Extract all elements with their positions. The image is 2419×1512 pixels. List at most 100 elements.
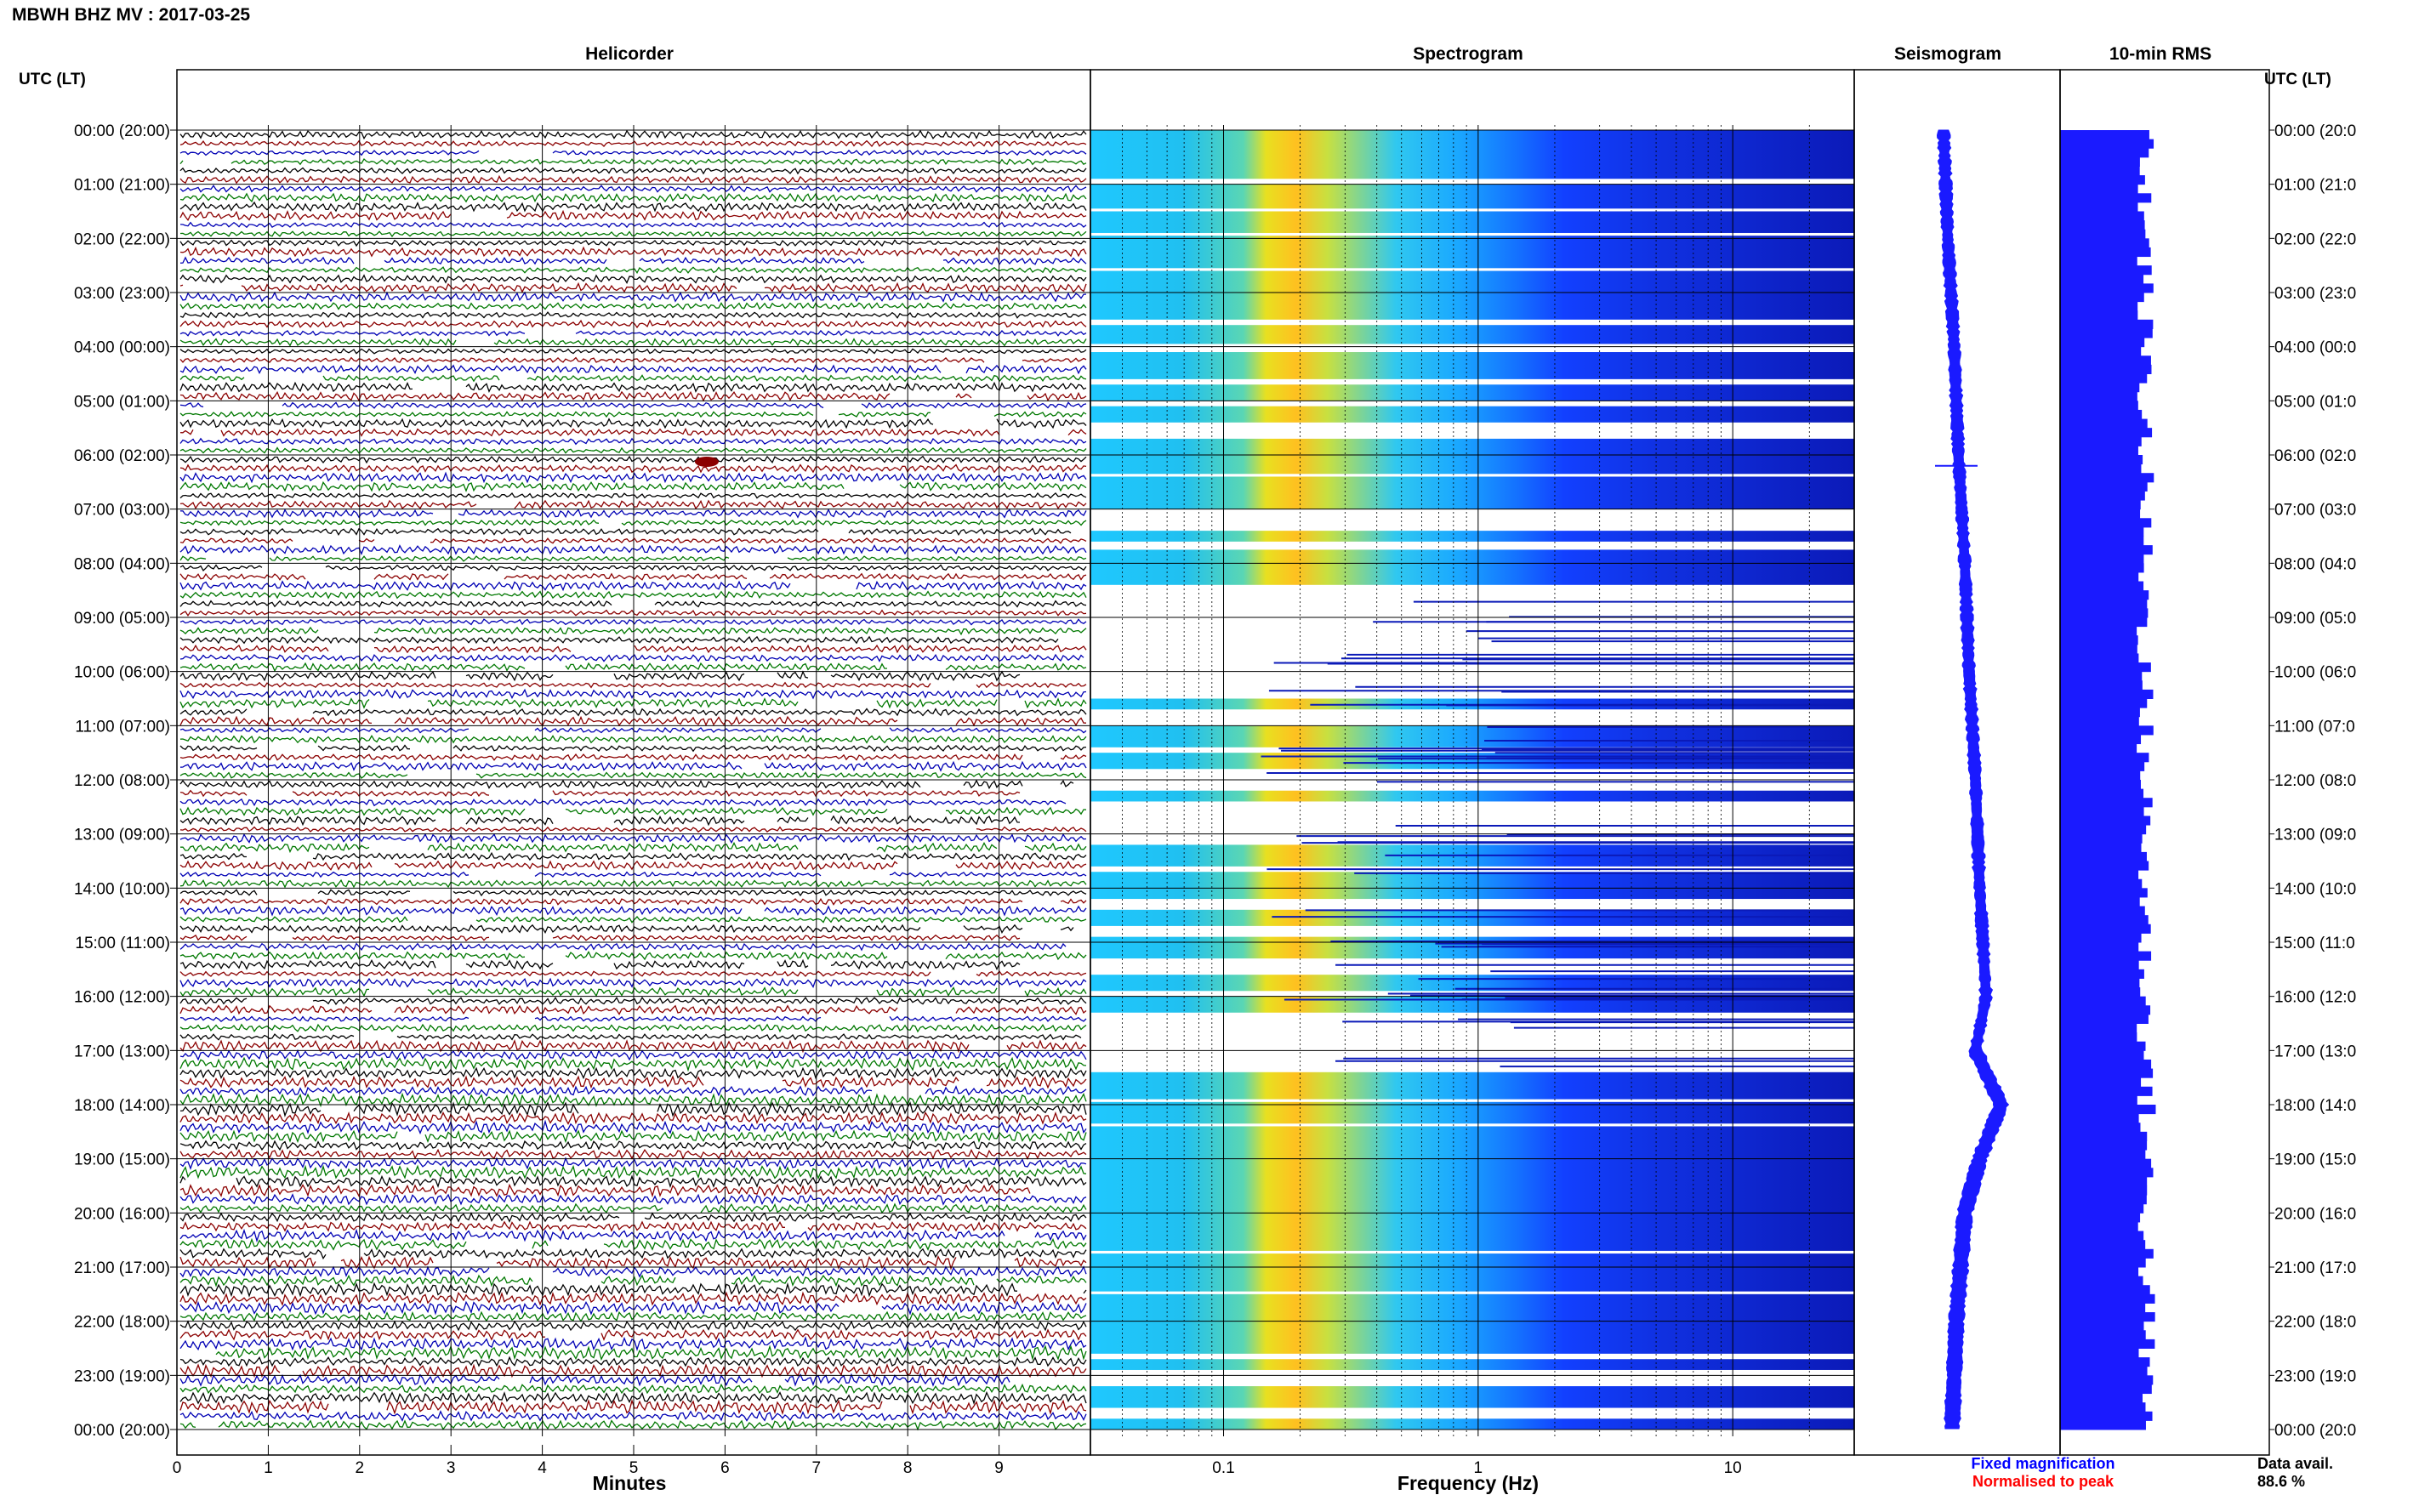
data-availability-value: 88.6 % [2257, 1473, 2305, 1490]
rms-bar [2060, 843, 2142, 853]
spectrogram-gap [1090, 1291, 1854, 1294]
helicorder-trace [179, 760, 1087, 772]
time-label-right: 11:00 (07:0 [2274, 718, 2355, 736]
rms-bar [2060, 1113, 2139, 1123]
rms-bar [2060, 906, 2145, 916]
rms-bar [2060, 166, 2140, 176]
spectrogram-gap [1090, 1250, 1854, 1254]
seismogram-panel [1935, 129, 2010, 1430]
rms-bar [2060, 364, 2152, 374]
rms-bar [2060, 1203, 2144, 1214]
helicorder-trace [179, 1129, 1087, 1144]
time-label-left: 18:00 (14:00) [74, 1097, 170, 1115]
helicorder-trace [179, 527, 1072, 537]
helicorder-trace [179, 480, 1087, 492]
rms-bar [2060, 1357, 2150, 1367]
seismogram-trace [1936, 129, 2010, 1430]
helicorder-trace [179, 418, 1087, 429]
time-label-right: 18:00 (14:0 [2274, 1097, 2356, 1115]
time-label-right: 17:00 (13:0 [2274, 1043, 2356, 1060]
spectrogram-gap [1090, 1099, 1854, 1102]
time-label-right: 16:00 (12:0 [2274, 989, 2356, 1007]
helicorder-trace [179, 644, 1087, 654]
time-label-right: 04:00 (00:0 [2274, 339, 2356, 357]
rms-bar [2060, 355, 2151, 366]
helicorder-trace [179, 1015, 1087, 1022]
rms-bar [2060, 770, 2141, 781]
rms-bar [2060, 193, 2152, 203]
helicorder-trace [179, 209, 1087, 222]
helicorder-trace [215, 1344, 1087, 1361]
rms-bar [2060, 373, 2148, 384]
rms-bar [2060, 825, 2147, 835]
spectrogram-gap [1090, 401, 1854, 406]
rms-bar [2060, 265, 2152, 276]
minute-tick-label: 6 [720, 1459, 730, 1477]
rms-bar [2060, 283, 2154, 293]
rms-bar [2060, 1420, 2146, 1430]
helicorder-trace [179, 1398, 1087, 1416]
rms-bar [2060, 1086, 2153, 1096]
rms-bar [2060, 319, 2154, 329]
rms-bar [2060, 1248, 2154, 1259]
rms-bar [2060, 716, 2139, 726]
rms-bar [2060, 238, 2149, 248]
minute-tick-label: 5 [629, 1459, 639, 1477]
seismogram-title: Seismogram [1894, 44, 2001, 64]
rms-bar [2060, 689, 2154, 699]
rms-bar [2060, 1276, 2143, 1286]
rms-bar [2060, 383, 2140, 393]
rms-bar [2060, 933, 2142, 943]
rms-bar [2060, 1131, 2148, 1141]
helicorder-trace [179, 970, 1087, 977]
rms-bar [2060, 409, 2143, 420]
time-label-left: 03:00 (23:00) [74, 285, 170, 303]
time-label-right: 01:00 (21:0 [2274, 177, 2356, 195]
rms-bar [2060, 1411, 2153, 1421]
time-label-right: 00:00 (20:0 [2274, 122, 2356, 140]
helicorder-trace [179, 401, 1087, 410]
spectrogram-gap [1090, 1369, 1854, 1387]
rms-bar [2060, 851, 2147, 861]
helicorder-trace [179, 1274, 1087, 1287]
helicorder-trace [179, 942, 1067, 952]
rms-bar [2060, 870, 2139, 880]
helicorder-trace [179, 338, 1087, 347]
rms-bar [2060, 978, 2140, 988]
time-label-right: 10:00 (06:0 [2274, 664, 2356, 682]
rms-bar [2060, 1375, 2154, 1385]
helicorder-trace [179, 924, 1074, 935]
helicorder-trace [179, 851, 1087, 861]
rms-bar [2060, 1195, 2147, 1205]
helicorder-trace [179, 1212, 1087, 1223]
rms-bar [2060, 346, 2142, 356]
rms-bar [2060, 653, 2139, 663]
rms-bar [2060, 338, 2145, 348]
helicorder-trace [179, 635, 1059, 645]
helicorder-trace [179, 329, 1087, 337]
helicorder-trace [179, 996, 1087, 1006]
minute-tick-label: 1 [264, 1459, 273, 1477]
rms-bar [2060, 1312, 2155, 1322]
helicorder-trace [179, 798, 1067, 807]
rms-bar [2060, 247, 2151, 258]
rms-bar [2060, 951, 2152, 961]
helicorder-trace [179, 1220, 1087, 1232]
rms-bar [2060, 861, 2149, 871]
rms-bar [2060, 1014, 2149, 1024]
spectrogram-gap [1090, 925, 1854, 937]
helicorder-trace [179, 1237, 1087, 1251]
helicorder-title: Helicorder [585, 44, 674, 64]
frequency-tick-label: 1 [1474, 1459, 1483, 1477]
minute-tick-label: 9 [994, 1459, 1004, 1477]
helicorder-trace [179, 537, 1087, 544]
helicorder-trace [179, 934, 1021, 942]
spectrogram-xlabel: Frequency (Hz) [1397, 1472, 1539, 1494]
spectrogram-gap [1090, 509, 1854, 531]
time-label-left: 11:00 (07:00) [75, 718, 170, 736]
rms-bar [2060, 1240, 2146, 1250]
rms-bar [2060, 617, 2148, 628]
helicorder-trace [179, 1363, 1087, 1378]
rms-bar [2060, 798, 2153, 808]
rms-bar [2060, 1303, 2146, 1313]
